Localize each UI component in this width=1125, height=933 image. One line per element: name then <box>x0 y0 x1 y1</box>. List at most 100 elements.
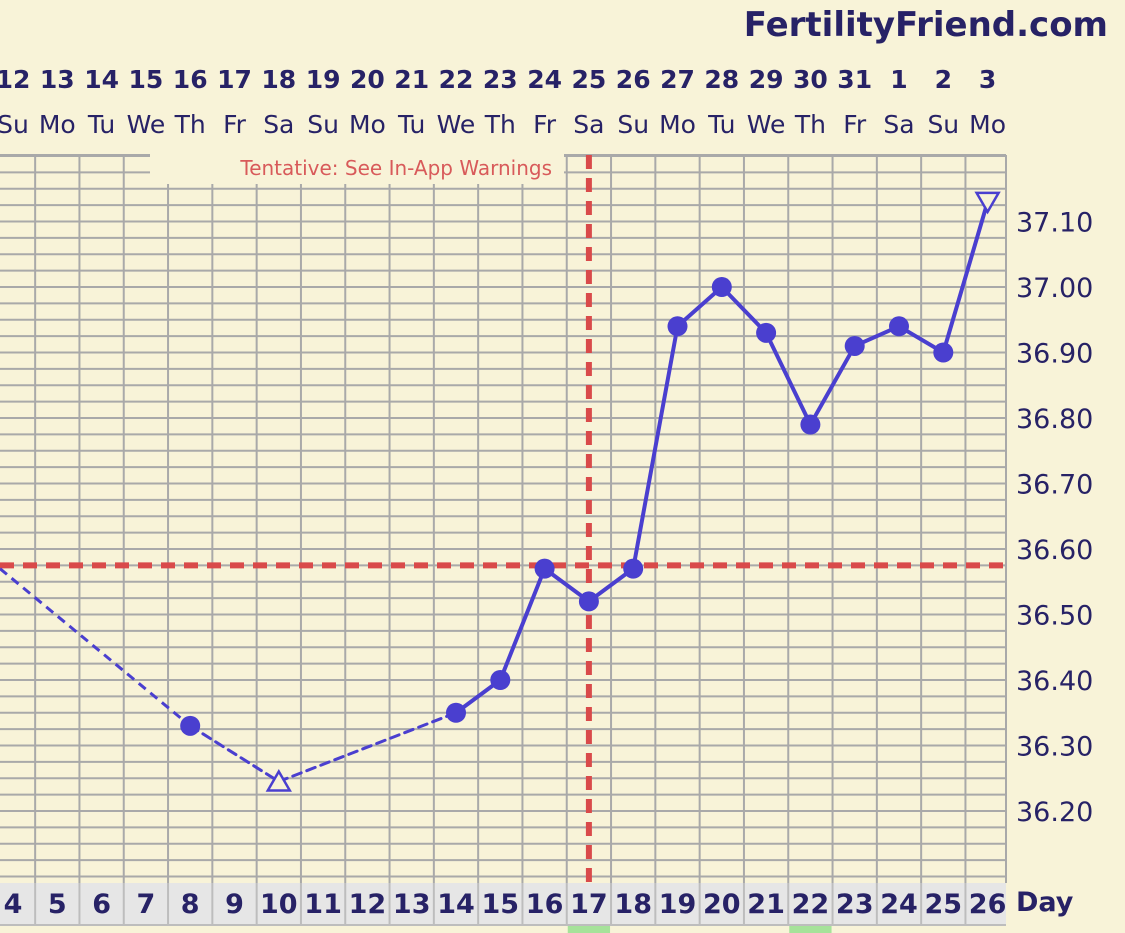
date-header: 12Su13Mo14Tu15We16Th17Fr18Sa19Su20Mo21Tu… <box>0 65 1006 139</box>
y-tick-label: 36.80 <box>1016 404 1093 435</box>
weekday-label: Sa <box>573 110 604 139</box>
series-segment <box>764 330 813 427</box>
data-point <box>446 702 466 723</box>
cycle-day-label: 5 <box>48 889 67 920</box>
date-label: 27 <box>660 65 695 94</box>
data-point <box>844 335 865 356</box>
series-segment-dashed <box>0 567 192 728</box>
cycle-day-label: 26 <box>969 889 1007 920</box>
x-axis-label: Day <box>1016 887 1074 918</box>
series-segment-dashed <box>188 724 281 784</box>
date-label: 16 <box>173 65 208 94</box>
weekday-label: Sa <box>883 110 914 139</box>
highlighted-day-marker <box>789 925 832 933</box>
date-label: 24 <box>527 65 562 94</box>
weekday-label: Mo <box>349 110 386 139</box>
cycle-day-label: 9 <box>225 889 244 920</box>
data-point <box>933 342 954 363</box>
y-axis-labels: 36.20 36.30 36.40 36.50 36.60 36.70 36.80 36.90… <box>1016 208 1093 829</box>
date-label: 30 <box>793 65 828 94</box>
grid <box>0 154 1007 883</box>
data-point <box>800 414 821 435</box>
date-label: 29 <box>749 65 784 94</box>
date-label: 31 <box>837 65 872 94</box>
y-tick-label: 36.40 <box>1016 666 1093 697</box>
date-label: 25 <box>572 65 607 94</box>
cycle-day-label: 21 <box>747 889 785 920</box>
series-segment <box>631 324 680 571</box>
series-segment <box>719 285 769 335</box>
date-label: 13 <box>40 65 75 94</box>
data-point <box>889 316 909 337</box>
date-label: 20 <box>350 65 385 94</box>
date-label: 15 <box>129 65 164 94</box>
weekday-label: Fr <box>223 110 247 139</box>
series-segment-dashed <box>277 711 458 784</box>
weekday-label: We <box>437 110 476 139</box>
y-tick-label: 37.00 <box>1016 273 1093 304</box>
weekday-label: Su <box>307 110 339 139</box>
date-label: 21 <box>394 65 429 94</box>
cycle-day-label: 7 <box>137 889 156 920</box>
cycle-day-label: 11 <box>304 889 342 920</box>
series-segment <box>941 199 990 355</box>
y-tick-label: 36.70 <box>1016 470 1093 501</box>
tentative-warning: Tentative: See In-App Warnings <box>239 156 552 180</box>
data-point <box>534 558 555 579</box>
temperature-series <box>0 191 1001 792</box>
data-point <box>578 591 599 612</box>
date-label: 18 <box>261 65 296 94</box>
weekday-label: We <box>127 110 166 139</box>
cycle-day-label: 13 <box>393 889 431 920</box>
cycle-day-label: 18 <box>614 889 652 920</box>
date-label: 3 <box>979 65 996 94</box>
date-label: 22 <box>439 65 474 94</box>
cycle-day-axis: 4 5 6 7 8 9 10 11 12 13 14 15 16 17 18 19 20 21 22 23 24 25 26 <box>0 883 1007 926</box>
y-tick-label: 36.20 <box>1016 797 1093 828</box>
cycle-day-label: 24 <box>880 889 918 920</box>
cycle-day-label: 25 <box>925 889 963 920</box>
data-point <box>667 316 688 337</box>
series-segment <box>808 343 857 427</box>
cycle-day-label: 8 <box>181 889 200 920</box>
y-tick-label: 36.90 <box>1016 339 1093 370</box>
date-label: 23 <box>483 65 518 94</box>
data-point <box>623 558 644 579</box>
weekday-label: Mo <box>659 110 696 139</box>
highlighted-day-marker <box>567 925 611 933</box>
weekday-label: Fr <box>533 110 557 139</box>
weekday-label: Su <box>0 110 29 139</box>
weekday-label: Fr <box>843 110 867 139</box>
weekday-label: Tu <box>397 110 425 139</box>
date-label: 1 <box>890 65 907 94</box>
data-point <box>711 277 732 297</box>
date-label: 17 <box>217 65 252 94</box>
brand-logo: FertilityFriend.com <box>744 5 1108 45</box>
day-highlights <box>567 925 832 933</box>
weekday-label: Mo <box>39 110 76 139</box>
data-point-open-triangle <box>265 769 292 792</box>
cycle-day-label: 4 <box>4 889 23 920</box>
date-label: 26 <box>616 65 651 94</box>
date-label: 28 <box>704 65 739 94</box>
data-point <box>180 715 201 736</box>
cycle-day-label: 10 <box>260 889 298 920</box>
y-tick-label: 36.60 <box>1016 535 1093 566</box>
series-segment <box>498 566 547 682</box>
date-label: 14 <box>84 65 119 94</box>
date-label: 12 <box>0 65 30 94</box>
cycle-day-label: 14 <box>437 889 475 920</box>
cycle-day-label: 15 <box>482 889 520 920</box>
y-tick-label: 37.10 <box>1016 208 1093 239</box>
cycle-day-label: 17 <box>570 889 608 920</box>
weekday-label: Sa <box>263 110 294 139</box>
cycle-day-label: 12 <box>349 889 387 920</box>
warning-backdrop <box>150 154 564 184</box>
weekday-label: Th <box>484 110 516 139</box>
data-point <box>756 322 777 343</box>
overlay-lines <box>0 155 1006 883</box>
weekday-label: Su <box>927 110 959 139</box>
plot-area <box>0 155 1006 883</box>
cycle-day-label: 6 <box>92 889 111 920</box>
